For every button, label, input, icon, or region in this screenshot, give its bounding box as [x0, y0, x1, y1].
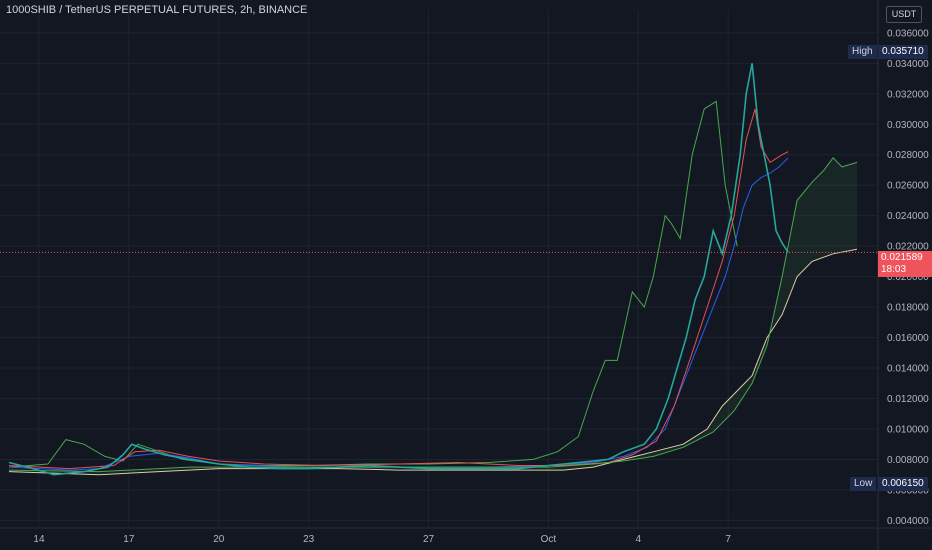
- x-tick-label: 20: [213, 534, 225, 545]
- y-tick-label: 0.028000: [887, 150, 929, 161]
- low-value: 0.006150: [878, 477, 928, 491]
- y-tick-label: 0.010000: [887, 424, 929, 435]
- indicator-line-5: [8, 157, 858, 473]
- x-tick-label: 4: [635, 534, 641, 545]
- x-tick-label: Oct: [541, 534, 557, 545]
- y-tick-label: 0.036000: [887, 28, 929, 39]
- y-tick-label: 0.016000: [887, 333, 929, 344]
- y-tick-label: 0.014000: [887, 364, 929, 375]
- cloud-fill: [9, 157, 857, 475]
- currency-unit-button[interactable]: USDT: [886, 6, 922, 23]
- y-tick-label: 0.022000: [887, 242, 929, 253]
- bar-countdown: 18:03: [881, 264, 907, 275]
- x-tick-label: 27: [423, 534, 435, 545]
- y-tick-label: 0.026000: [887, 181, 929, 192]
- y-tick-label: 0.034000: [887, 59, 929, 70]
- indicator-line-2: [8, 157, 789, 471]
- y-tick-label: 0.024000: [887, 211, 929, 222]
- indicator-line-1: [8, 100, 738, 468]
- y-tick-label: 0.018000: [887, 303, 929, 314]
- x-tick-label: 14: [33, 534, 45, 545]
- indicator-line-4: [8, 248, 858, 476]
- chart-title: 1000SHIB / TetherUS PERPETUAL FUTURES, 2…: [6, 4, 308, 16]
- y-tick-label: 0.012000: [887, 394, 929, 405]
- price-line: [8, 63, 789, 476]
- x-tick-label: 7: [725, 534, 731, 545]
- last-price-tag: 0.021589 18:03: [878, 251, 932, 277]
- y-tick-label: 0.032000: [887, 89, 929, 100]
- y-tick-label: 0.030000: [887, 120, 929, 131]
- low-label: Low: [850, 477, 877, 491]
- y-tick-label: 0.004000: [887, 516, 929, 527]
- x-tick-label: 23: [303, 534, 315, 545]
- y-tick-label: 0.008000: [887, 455, 929, 466]
- high-label: High: [848, 45, 877, 59]
- high-value: 0.035710: [878, 45, 928, 59]
- last-price-value: 0.021589: [881, 252, 923, 263]
- y-tick-label: 0.020000: [887, 272, 929, 283]
- x-tick-label: 17: [123, 534, 135, 545]
